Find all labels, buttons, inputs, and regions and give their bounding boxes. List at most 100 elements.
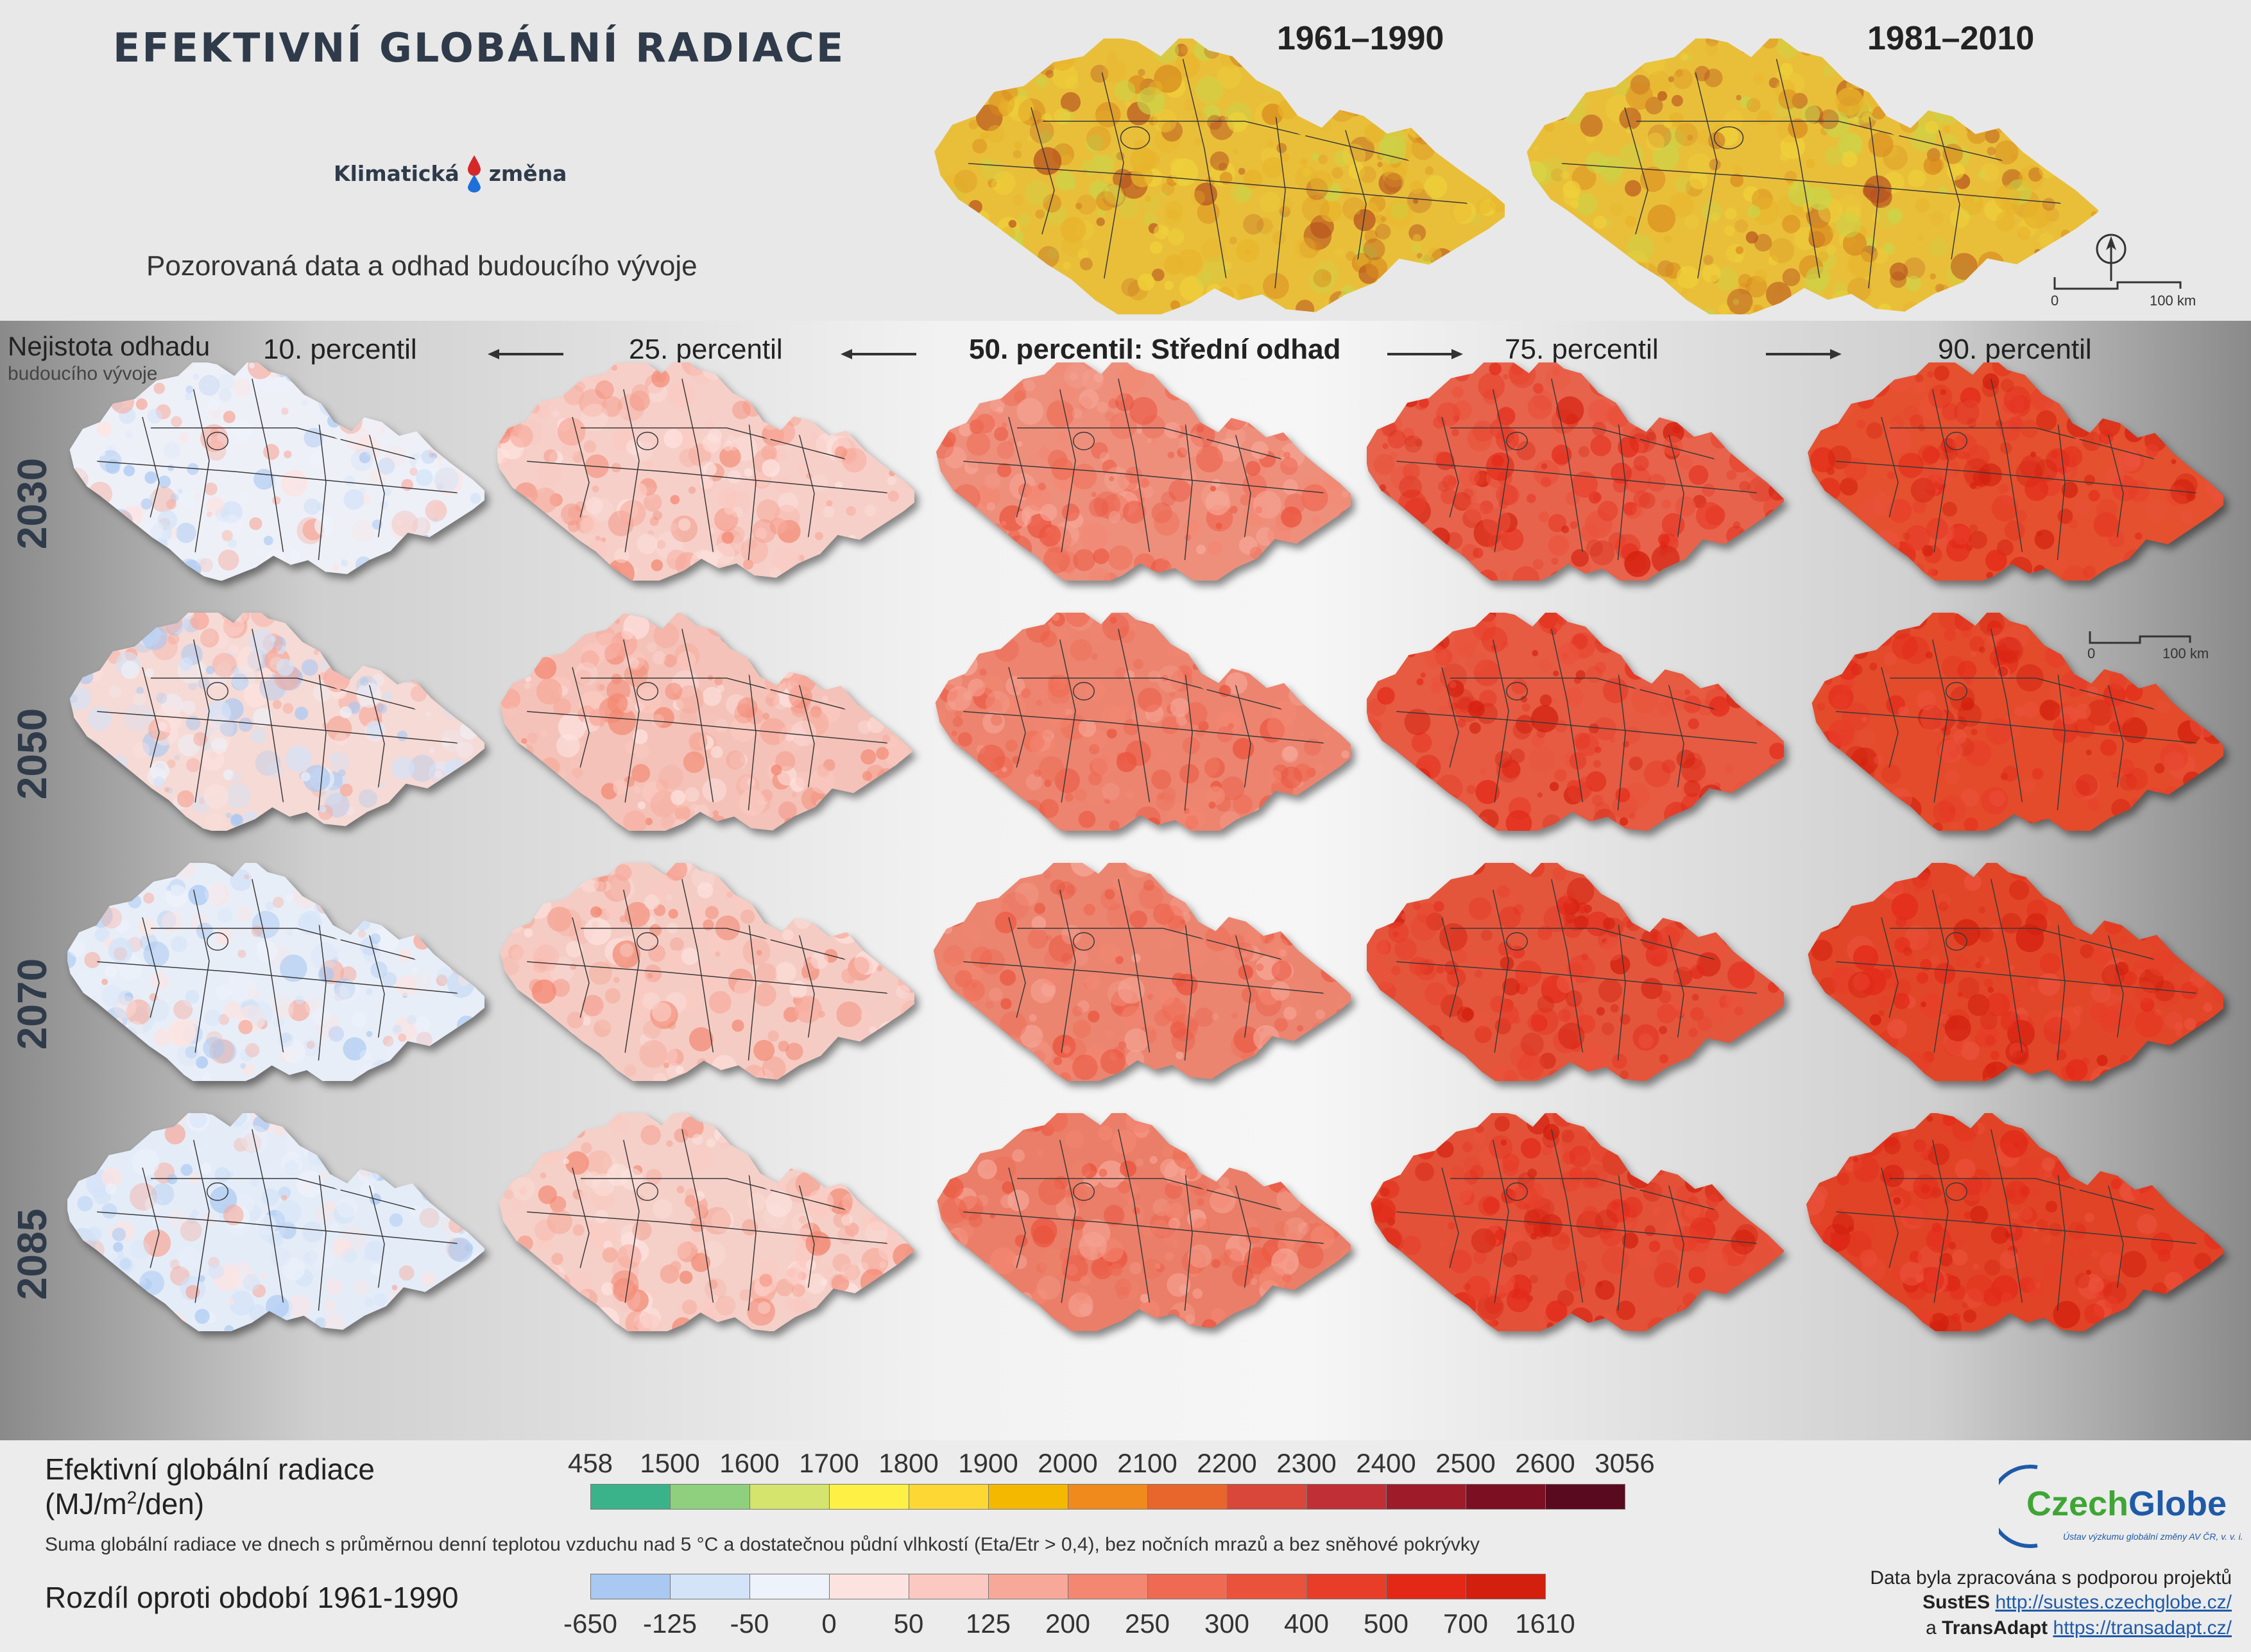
legend-tick-label: 500 [1363,1608,1409,1639]
absolute-color-scale [590,1484,1625,1510]
legend-tick-label: 458 [567,1448,613,1478]
percentile-25-label: 25. percentil [629,334,783,365]
legend-swatch [1147,1484,1228,1510]
legend-swatch [749,1484,830,1510]
sustes-link[interactable]: http://sustes.czechglobe.cz/ [1995,1592,2232,1613]
legend-tick-label: 1900 [958,1448,1018,1478]
legend-swatch [1386,1484,1466,1510]
legend-tick-label: 1800 [878,1448,939,1478]
legend-tick-label: 250 [1124,1608,1170,1639]
difference-legend-title: Rozdíl oproti období 1961-1990 [45,1581,459,1614]
year-label-2070: 2070 [9,958,55,1050]
legend-tick-label: 400 [1283,1608,1330,1639]
legend-tick-label: 2000 [1038,1448,1098,1478]
map-2070-p50 [934,863,1351,1081]
scalebar-grid: 0 100 km [2087,630,2209,668]
arrow-left-icon [841,349,916,359]
credit-project-1: SustES http://sustes.czechglobe.cz/ [1922,1592,2232,1613]
drops-icon [467,155,481,192]
legend-tick-label: 2200 [1197,1448,1257,1478]
legend-tick-label: 2600 [1515,1448,1575,1478]
map-2030-p75 [1367,362,1784,581]
arrow-right-icon [1766,349,1842,359]
legend-description: Suma globální radiace ve dnech s průměrn… [45,1534,1480,1555]
legend-tick-label: 1600 [719,1448,780,1478]
scalebar-start: 0 [2087,645,2096,661]
legend-tick-label: 125 [965,1608,1011,1639]
map-2030-p25 [497,362,914,581]
map-2030-p50 [936,362,1351,581]
czechglobe-subtitle: Ústav výzkumu globální změny AV ČR, v. v… [2063,1531,2243,1542]
map-2085-p50 [937,1113,1351,1331]
legend-swatch [670,1574,750,1599]
legend-unit: (MJ/m2/den) [45,1487,205,1520]
legend-swatch [1306,1574,1387,1599]
legend-swatch [1466,1574,1546,1599]
arrow-right-icon [1387,349,1463,359]
czechglobe-name: CzechGlobe [2026,1485,2227,1523]
legend-swatch [1227,1574,1307,1599]
year-label-2030: 2030 [9,457,55,550]
legend-tick-label: 300 [1204,1608,1250,1639]
legend-swatch [988,1484,1068,1510]
legend-tick-label: 2300 [1276,1448,1337,1478]
period-label-1981-2010: 1981–2010 [1867,20,2035,57]
czechglobe-logo-icon [1999,1465,2038,1548]
legend-swatch [670,1484,750,1510]
legend-swatch [590,1484,671,1510]
north-arrow-icon [2096,234,2127,281]
percentile-50-label: 50. percentil: Střední odhad [969,334,1341,365]
legend-tick-label: 0 [821,1608,837,1639]
map-2030-p10 [69,362,484,581]
legend-swatch [1068,1574,1148,1599]
logo-left-word: Klimatická [334,160,459,186]
legend-title: Efektivní globální radiace [45,1452,375,1486]
scalebar-top: 0 100 km [2051,276,2196,321]
legend-swatch [1466,1484,1546,1510]
legend-tick-label: 1500 [640,1448,700,1478]
year-label-2085: 2085 [9,1208,55,1300]
scalebar-start: 0 [2051,293,2059,309]
legend-tick-label: -50 [730,1608,769,1639]
legend-tick-label: -650 [563,1608,618,1639]
legend-swatch [1386,1574,1466,1599]
legend-swatch [1306,1484,1387,1510]
legend-tick-label: 3056 [1595,1448,1655,1478]
arrow-left-icon [488,349,563,359]
uncertainty-subtitle: budoucího vývoje [8,363,158,384]
legend-swatch [829,1574,909,1599]
map-2085-p75 [1371,1113,1784,1331]
legend-tick-label: 50 [893,1608,924,1639]
legend-tick-label: 200 [1045,1608,1091,1639]
legend-swatch [590,1574,671,1599]
map-2070-p90 [1808,863,2223,1081]
legend-tick-label: 1700 [799,1448,859,1478]
legend-tick-label: 2100 [1117,1448,1177,1478]
legend-tick-label: -125 [642,1608,698,1639]
map-2085-p90 [1806,1113,2223,1331]
map-2050-p50 [935,613,1351,831]
header: EFEKTIVNÍ GLOBÁLNÍ RADIACE Klimatická zm… [0,0,2251,321]
scalebar-end: 100 km [2162,645,2209,661]
map-2070-p75 [1367,863,1784,1081]
legend-footer: Efektivní globální radiace (MJ/m2/den) S… [0,1440,2251,1652]
map-2085-p25 [499,1113,914,1331]
scalebar-line [2089,631,2191,644]
scalebar-line [2053,277,2182,290]
klimaticka-zmena-logo: Klimatická změna [334,154,567,192]
legend-swatch [1147,1574,1228,1599]
legend-tick-label: 700 [1442,1608,1489,1639]
percentile-90-label: 90. percentil [1938,334,2092,365]
logo-right-word: změna [488,160,567,186]
uncertainty-title: Nejistota odhadu [8,331,210,361]
legend-tick-label: 2400 [1356,1448,1416,1478]
historical-map-1961-1990 [934,38,1505,314]
legend-swatch [909,1574,989,1599]
legend-swatch [749,1574,830,1599]
transadapt-link[interactable]: https://transadapt.cz/ [2053,1617,2232,1639]
legend-tick-label: 2500 [1435,1448,1496,1478]
legend-swatch [1545,1484,1625,1510]
legend-swatch [988,1574,1068,1599]
period-label-1961-1990: 1961–1990 [1277,20,1444,57]
page-subtitle: Pozorovaná data a odhad budoucího vývoje [146,250,698,282]
